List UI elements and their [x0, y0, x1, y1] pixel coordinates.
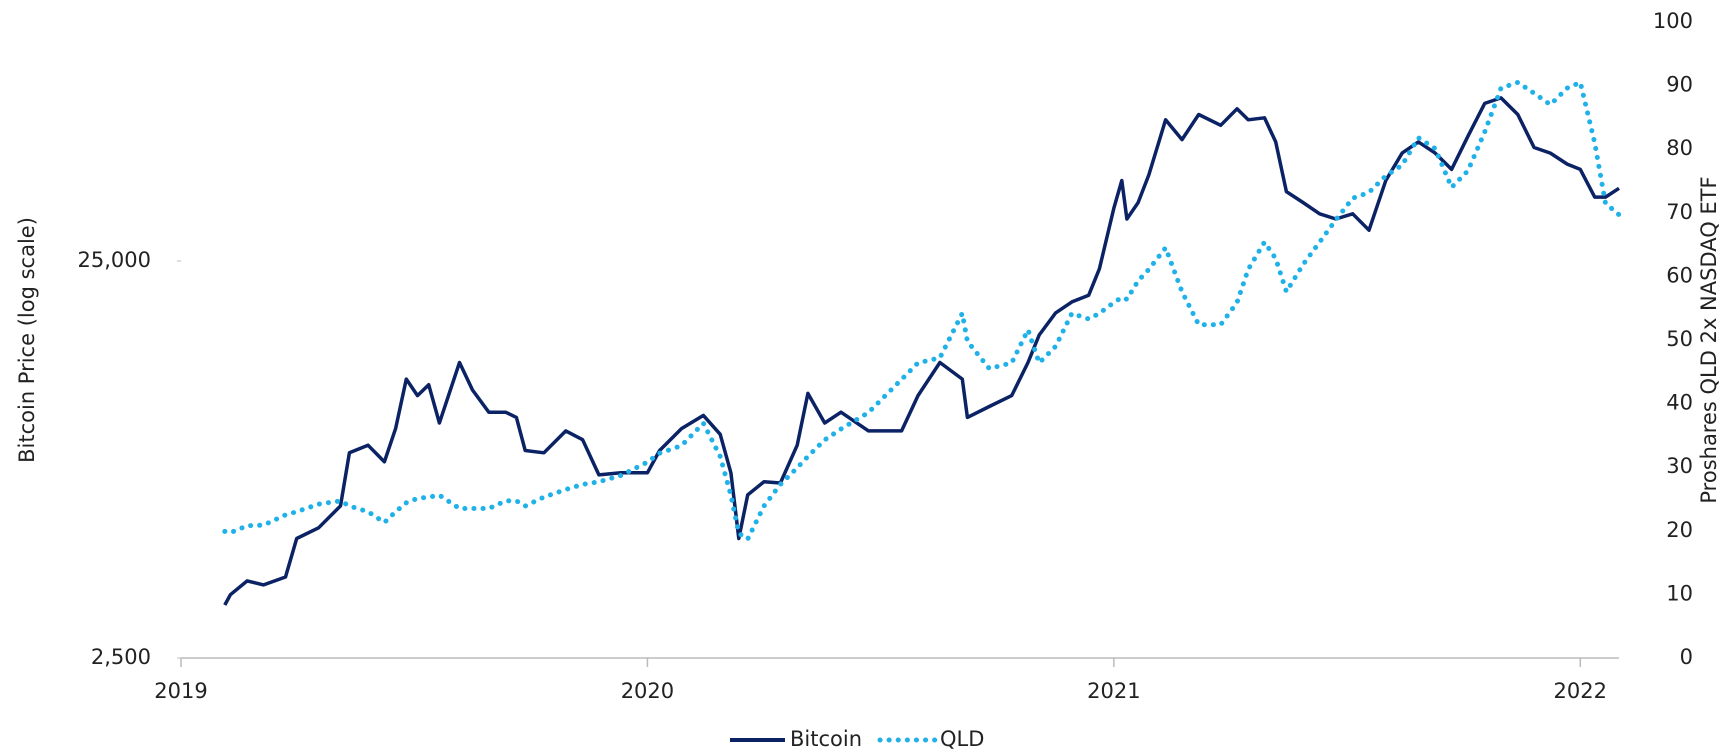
x-tick-label: 2021 [1087, 679, 1140, 703]
y2-tick-label: 10 [1666, 581, 1693, 605]
y2-axis-title: Proshares QLD 2x NASDAQ ETF [1697, 176, 1721, 503]
y-axis-title: Bitcoin Price (log scale) [15, 217, 39, 463]
x-tick-label: 2019 [154, 679, 207, 703]
y2-tick-label: 50 [1666, 327, 1693, 351]
y2-tick-label: 60 [1666, 263, 1693, 287]
y-tick-label: 2,500 [91, 645, 151, 669]
series-line [223, 96, 1620, 606]
y2-tick-label: 80 [1666, 136, 1693, 160]
legend-label: Bitcoin [790, 727, 862, 751]
y2-tick-label: 40 [1666, 391, 1693, 415]
y2-tick-label: 100 [1653, 9, 1693, 33]
y2-tick-label: 70 [1666, 200, 1693, 224]
x-tick-label: 2022 [1554, 679, 1607, 703]
y2-tick-label: 30 [1666, 454, 1693, 478]
series-line [222, 79, 1622, 542]
y-tick-label: 25,000 [78, 248, 151, 272]
x-tick-label: 2020 [621, 679, 674, 703]
legend-label: QLD [940, 727, 984, 751]
y2-tick-label: 0 [1680, 645, 1693, 669]
y2-tick-label: 20 [1666, 518, 1693, 542]
y2-tick-label: 90 [1666, 73, 1693, 97]
